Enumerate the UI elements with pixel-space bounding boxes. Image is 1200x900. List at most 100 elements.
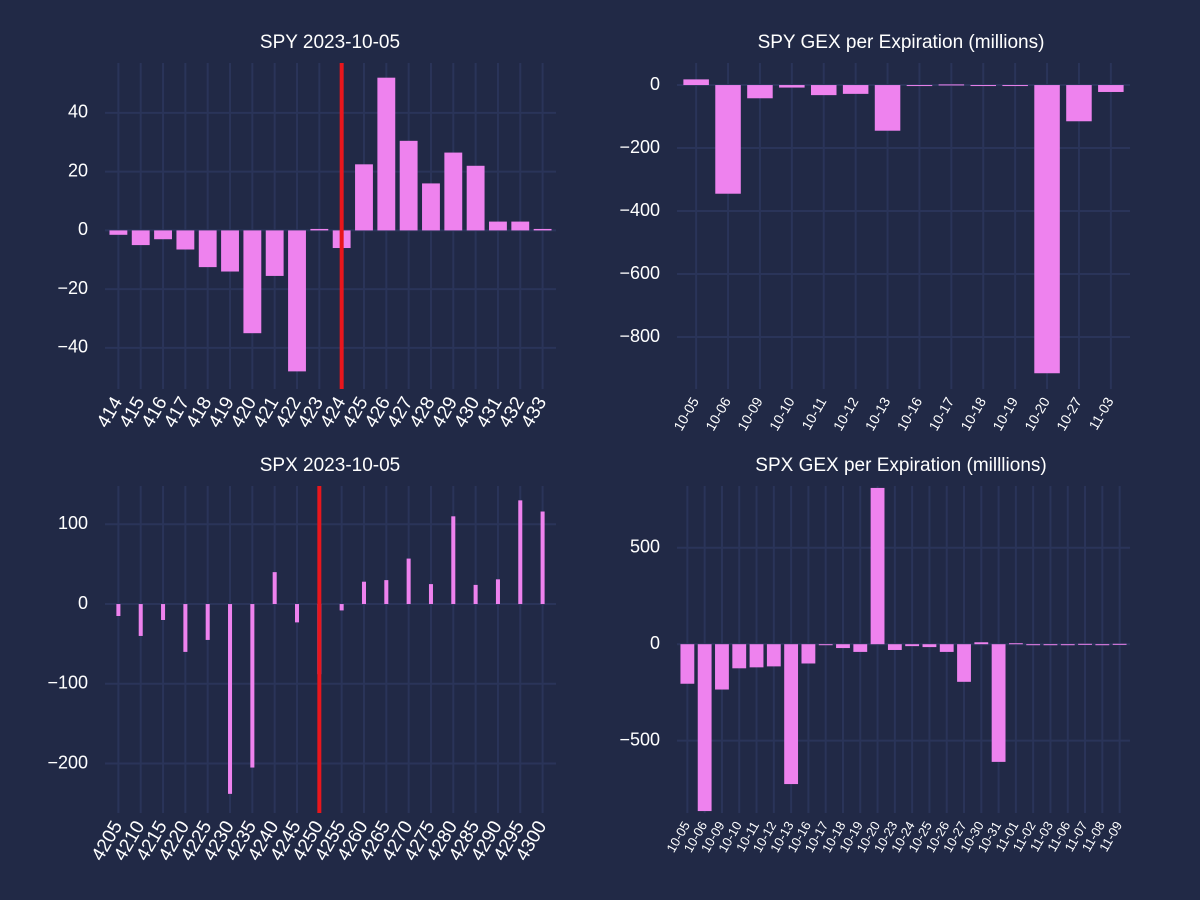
bar	[818, 644, 833, 646]
y-tick-label: −200	[47, 752, 88, 772]
bar	[228, 604, 233, 794]
bar	[715, 85, 741, 194]
y-tick-labels: −200 −100 0 100	[47, 513, 88, 772]
bar	[540, 511, 545, 605]
bar	[801, 644, 816, 664]
bar	[874, 85, 901, 131]
bar	[842, 85, 869, 94]
y-tick-label: 0	[650, 633, 660, 653]
bar	[836, 644, 850, 649]
y-tick-label: 0	[650, 74, 660, 94]
chart-title: SPY 2023-10-05	[260, 32, 400, 53]
bar	[250, 604, 255, 768]
y-tick-label: −100	[47, 673, 88, 693]
bar	[732, 644, 747, 669]
bar	[339, 604, 344, 611]
bar	[697, 644, 712, 812]
bar	[1098, 85, 1124, 92]
bar	[377, 77, 396, 231]
bar	[779, 85, 805, 88]
bar	[1060, 644, 1075, 646]
bar	[991, 644, 1006, 762]
bar	[361, 581, 366, 605]
y-tick-label: −500	[619, 729, 660, 749]
bar	[747, 85, 773, 99]
chart-spx-expiration: SPX GEX per Expiration (milllions) −500 0…	[619, 455, 1130, 855]
bar	[288, 230, 306, 372]
bar	[1095, 644, 1110, 646]
y-tick-label: −800	[619, 326, 660, 346]
bar	[489, 221, 507, 231]
bar	[974, 642, 989, 645]
bar	[451, 516, 456, 605]
chart-title: SPX GEX per Expiration (milllions)	[755, 455, 1046, 476]
bar	[766, 644, 781, 667]
bar	[495, 579, 500, 605]
bar	[176, 230, 195, 250]
bar	[853, 644, 868, 652]
bar	[1008, 643, 1023, 645]
bar	[715, 644, 729, 690]
bar	[1043, 644, 1058, 646]
bar	[957, 644, 971, 682]
bar	[906, 85, 933, 87]
bar	[399, 140, 418, 231]
bar	[131, 230, 150, 246]
chart-title: SPX 2023-10-05	[260, 455, 401, 476]
bar	[183, 604, 188, 652]
bar	[887, 644, 902, 650]
y-tick-label: −40	[57, 337, 88, 357]
bar	[116, 604, 121, 617]
bar	[511, 221, 530, 231]
bar	[473, 584, 478, 605]
bars	[109, 77, 552, 372]
y-tick-label: 500	[630, 536, 660, 556]
bar	[1066, 85, 1092, 122]
bar	[938, 84, 965, 86]
bar	[221, 230, 239, 272]
bar	[683, 79, 709, 86]
chart-title: SPY GEX per Expiration (millions)	[758, 32, 1045, 53]
bar	[295, 604, 300, 623]
bar	[406, 558, 411, 605]
bar	[1002, 85, 1028, 87]
y-tick-label: −400	[619, 200, 660, 220]
bar	[198, 230, 217, 268]
bar	[384, 580, 389, 605]
bar	[970, 85, 997, 87]
bar	[109, 230, 128, 235]
y-tick-label: 0	[78, 219, 88, 239]
bar	[265, 230, 284, 276]
bar	[428, 584, 433, 605]
bar	[243, 230, 262, 334]
bar	[810, 85, 837, 96]
bar	[1026, 644, 1041, 646]
bar	[905, 644, 920, 647]
bar	[939, 644, 954, 652]
bar	[922, 644, 937, 648]
y-tick-labels: −500 0 500	[619, 536, 660, 749]
y-tick-label: 0	[78, 593, 88, 613]
y-tick-label: 20	[68, 160, 88, 180]
bar	[1034, 85, 1060, 374]
bar	[422, 183, 440, 231]
bar	[518, 500, 523, 605]
bar	[138, 604, 143, 636]
bar	[154, 230, 172, 240]
bars	[683, 79, 1124, 374]
bar	[272, 572, 277, 605]
y-tick-label: −600	[619, 263, 660, 283]
bar	[310, 228, 329, 231]
y-tick-labels: −40 −20 0 20 40	[57, 102, 88, 357]
bar	[161, 604, 166, 620]
bar	[749, 644, 764, 668]
bar	[680, 644, 695, 684]
bar	[870, 487, 885, 645]
bars	[680, 487, 1127, 812]
bar	[533, 228, 552, 231]
y-tick-labels: −800 −600 −400 −200 0	[619, 74, 660, 346]
bar	[1112, 643, 1127, 645]
y-tick-label: −20	[57, 278, 88, 298]
